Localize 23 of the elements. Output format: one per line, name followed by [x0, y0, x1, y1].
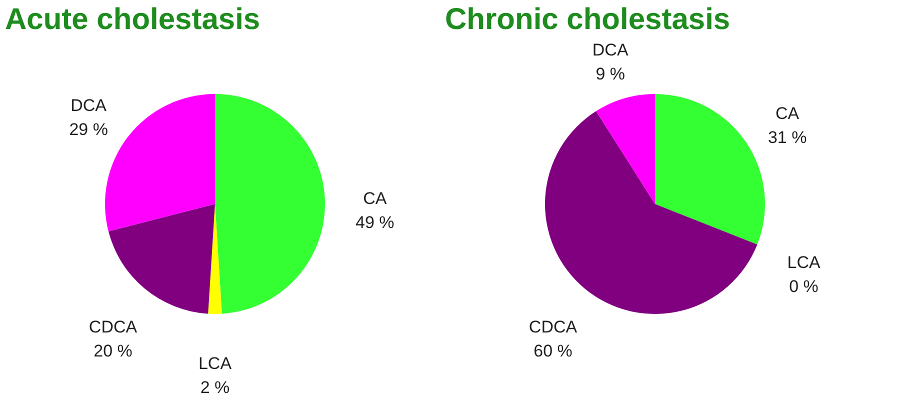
data-label: 31 % [768, 128, 807, 148]
slice-label: CDCA [88, 317, 138, 336]
chart-title: Chronic cholestasis [445, 3, 730, 36]
slice-label: DCA [592, 40, 629, 60]
data-label: 29 % [69, 120, 108, 139]
category-label: LCA [787, 252, 820, 272]
data-label: 20 % [94, 341, 132, 360]
slice-label: CA [363, 188, 388, 208]
slice-label: CDCA [528, 317, 578, 336]
chart-title: Acute cholestasis [5, 3, 260, 36]
data-label: 49 % [356, 212, 394, 232]
data-label: 9 % [596, 64, 626, 84]
slice-label: CA [776, 104, 800, 124]
slice-label: DCA [70, 96, 108, 115]
slice-label: LCA [198, 354, 232, 373]
pie-slice [215, 94, 325, 314]
data-label: 60 % [534, 341, 572, 360]
pie-slice [108, 204, 215, 314]
text: 0 % [789, 276, 818, 296]
pie-slice [655, 94, 765, 244]
pie-slice [545, 111, 758, 314]
pie-slice [596, 94, 655, 204]
data-label: 2 % [200, 378, 230, 397]
